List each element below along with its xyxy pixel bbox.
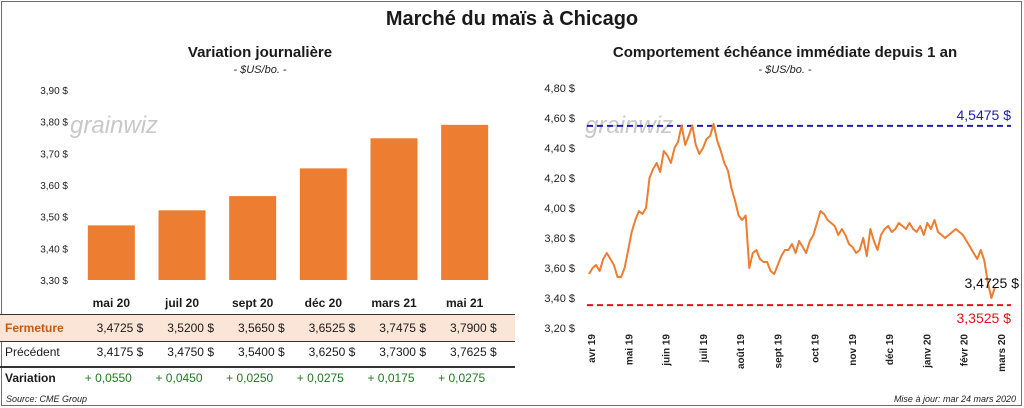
bar-chart: grainwiz 3,30 $ 3,40 $ 3,50 $ 3,60 $ 3,70 $ 3… xyxy=(40,86,489,287)
reference-line-label: 4,5475 $ xyxy=(957,107,1012,123)
y-tick-label: 3,40 $ xyxy=(40,244,68,255)
table-row-variation: Variation + 0,0550 + 0,0450 + 0,0250 + 0,027… xyxy=(0,365,515,391)
category-label: sept 20 xyxy=(231,296,274,310)
table-row-precedent: Précédent 3,4175 $ 3,4750 $ 3,5400 $ 3,6250 … xyxy=(0,339,515,365)
bar xyxy=(299,168,347,280)
y-tick-label: 3,50 $ xyxy=(40,213,68,224)
table-cell: 3,4725 $ xyxy=(96,321,144,335)
table-cell: 3,6250 $ xyxy=(308,345,356,359)
y-tick-label: 3,20 $ xyxy=(544,323,575,335)
table-cell: 3,7900 $ xyxy=(449,321,497,335)
series-line xyxy=(588,123,996,299)
footer-source: Source: CME Group xyxy=(6,394,88,404)
bar xyxy=(441,124,489,280)
table-cell: + 0,0275 xyxy=(438,371,486,385)
x-tick-label: juil 19 xyxy=(699,334,710,364)
y-tick-label: 4,00 $ xyxy=(544,203,575,215)
line-chart: grainwiz 3,20 $3,40 $3,60 $3,80 $4,00 $4… xyxy=(544,83,1020,372)
x-tick-label: août 19 xyxy=(736,334,747,369)
y-tick-label: 4,80 $ xyxy=(544,83,575,95)
last-value-label: 3,4725 $ xyxy=(965,275,1020,291)
table-row-fermeture: Fermeture 3,4725 $ 3,5200 $ 3,5650 $ 3,6525 … xyxy=(0,315,515,341)
table-cell: 3,5400 $ xyxy=(237,345,285,359)
y-tick-label: 3,80 $ xyxy=(544,233,575,245)
bar xyxy=(87,225,135,280)
right-panel-subtitle: - $US/bo. - xyxy=(758,64,812,76)
y-tick-label: 3,40 $ xyxy=(544,293,575,305)
table-cell: 3,5200 $ xyxy=(167,321,214,335)
table-cell: + 0,0550 xyxy=(84,371,132,385)
table-cell: + 0,0450 xyxy=(155,371,203,385)
x-tick-label: oct 19 xyxy=(811,334,822,363)
bar xyxy=(229,196,277,280)
y-tick-label: 3,60 $ xyxy=(544,263,575,275)
table-cell: + 0,0275 xyxy=(296,371,344,385)
left-panel-subtitle: - $US/bo. - xyxy=(233,64,287,76)
y-tick-label: 4,40 $ xyxy=(544,143,575,155)
table-divider-bottom xyxy=(0,366,515,368)
y-tick-label: 3,70 $ xyxy=(40,149,68,160)
row-label: Fermeture xyxy=(5,321,64,335)
x-tick-label: mai 19 xyxy=(624,334,635,366)
main-title: Marché du maïs à Chicago xyxy=(385,8,639,30)
y-tick-label: 3,60 $ xyxy=(40,181,68,192)
table-header: mai 20 juil 20 sept 20 déc 20 mars 21 mai 21 xyxy=(0,290,515,316)
x-tick-label: déc 19 xyxy=(885,334,896,366)
y-tick-label: 4,20 $ xyxy=(544,173,575,185)
row-label: Variation xyxy=(5,371,56,385)
table-cell: 3,7300 $ xyxy=(379,345,426,359)
footer-updated: Mise à jour: mar 24 mars 2020 xyxy=(893,394,1016,404)
table-cell: + 0,0250 xyxy=(226,371,274,385)
y-tick-label: 4,60 $ xyxy=(544,113,575,125)
table-cell: 3,4750 $ xyxy=(167,345,214,359)
row-label: Précédent xyxy=(5,345,60,359)
bar xyxy=(370,138,418,280)
y-tick-label: 3,90 $ xyxy=(40,86,68,97)
table-cell: 3,7625 $ xyxy=(449,345,497,359)
bar xyxy=(158,210,206,280)
y-tick-label: 3,80 $ xyxy=(40,118,68,129)
x-tick-label: mars 20 xyxy=(997,334,1008,372)
y-tick-label: 3,30 $ xyxy=(40,276,68,287)
category-label: juil 20 xyxy=(164,296,199,310)
right-panel-title: Comportement échéance immédiate depuis 1… xyxy=(612,44,958,61)
reference-line-label: 3,3525 $ xyxy=(957,310,1012,326)
x-tick-label: avr 19 xyxy=(587,334,598,363)
table-divider-top xyxy=(0,314,515,315)
category-label: mai 21 xyxy=(445,296,484,310)
category-label: déc 20 xyxy=(304,296,342,310)
category-label: mars 21 xyxy=(371,296,417,310)
x-tick-label: nov 19 xyxy=(848,334,859,366)
x-tick-label: juin 19 xyxy=(662,334,673,367)
watermark-left: grainwiz xyxy=(70,112,158,139)
x-tick-label: sept 19 xyxy=(773,334,784,369)
table-divider-mid xyxy=(0,341,515,342)
category-label: mai 20 xyxy=(92,296,130,310)
table-cell: 3,6525 $ xyxy=(308,321,356,335)
table-cell: 3,4175 $ xyxy=(96,345,144,359)
x-tick-label: janv 20 xyxy=(922,334,933,369)
table-cell: 3,5650 $ xyxy=(237,321,285,335)
left-panel-title: Variation journalière xyxy=(187,44,333,61)
table-cell: 3,7475 $ xyxy=(379,321,426,335)
table-cell: + 0,0175 xyxy=(367,371,415,385)
x-tick-label: févr 20 xyxy=(960,334,971,367)
